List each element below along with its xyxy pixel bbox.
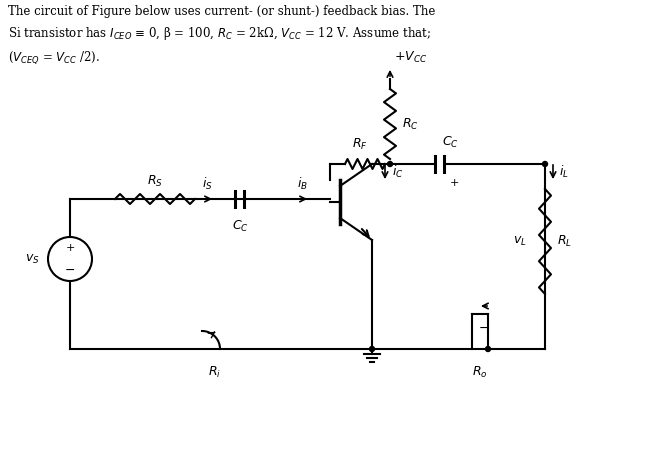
Circle shape [370,346,374,351]
Text: $C_C$: $C_C$ [231,219,248,234]
Text: $+V_{CC}$: $+V_{CC}$ [394,50,427,65]
Text: −: − [479,322,489,335]
Text: $i_C$: $i_C$ [392,164,404,180]
Text: +: + [65,243,75,253]
Circle shape [486,346,490,351]
Text: $i_B$: $i_B$ [297,176,308,192]
Text: +: + [449,178,459,188]
Text: $R_S$: $R_S$ [147,174,163,189]
Text: −: − [65,263,75,276]
Text: $R_L$: $R_L$ [557,234,572,249]
Text: $R_o$: $R_o$ [472,365,488,380]
Text: $i_L$: $i_L$ [559,164,569,180]
Text: $v_L$: $v_L$ [513,235,527,248]
Text: $R_F$: $R_F$ [352,137,368,152]
Circle shape [542,162,548,167]
Text: $R_C$: $R_C$ [402,116,419,132]
Text: $C_C$: $C_C$ [442,135,459,150]
Text: $R_i$: $R_i$ [209,365,222,380]
Text: $v_S$: $v_S$ [25,252,40,266]
Text: The circuit of Figure below uses current- (or shunt-) feedback bias. The
Si tran: The circuit of Figure below uses current… [8,5,436,66]
Circle shape [387,162,393,167]
Circle shape [48,237,92,281]
Text: $i_S$: $i_S$ [201,176,213,192]
